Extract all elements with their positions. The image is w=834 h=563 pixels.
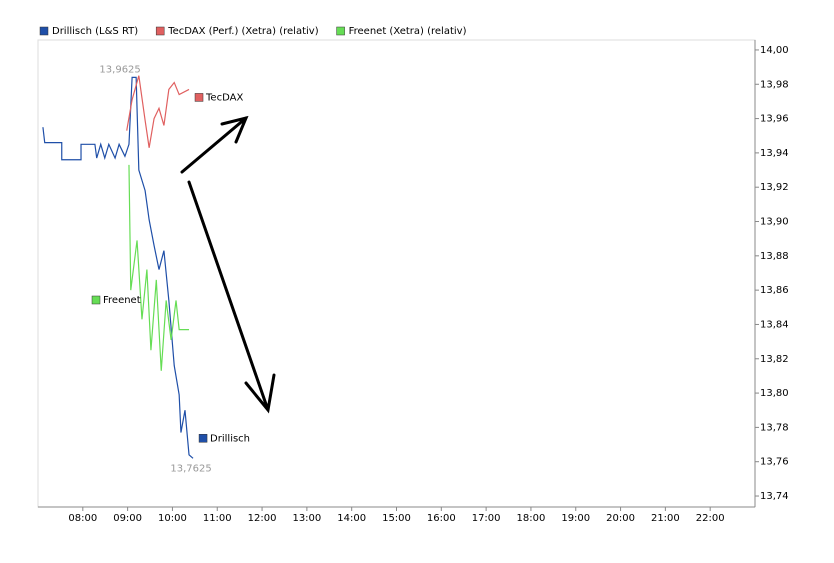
x-tick-label: 18:00 [517, 513, 546, 524]
annotation: 13,7625 [170, 463, 211, 474]
x-tick-label: 22:00 [696, 513, 725, 524]
x-tick-label: 20:00 [606, 513, 635, 524]
x-tick-label: 08:00 [68, 513, 97, 524]
y-tick-label: 13,82 [760, 354, 789, 365]
y-tick-label: 13,86 [760, 285, 789, 296]
y-tick-label: 13,92 [760, 182, 789, 193]
x-tick-label: 14:00 [337, 513, 366, 524]
legend-swatch [155, 26, 165, 36]
arrow-up [180, 115, 249, 174]
x-tick-label: 19:00 [561, 513, 590, 524]
legend-label: Drillisch (L&S RT) [52, 26, 138, 37]
y-tick-label: 13,88 [760, 251, 789, 262]
plot-area [37, 39, 756, 508]
arrows [180, 115, 276, 414]
legend-swatch [336, 26, 345, 36]
y-tick-label: 13,78 [760, 422, 789, 433]
arrow-down [187, 180, 276, 414]
y-tick-label: 13,76 [760, 457, 789, 468]
x-tick-label: 15:00 [382, 513, 411, 524]
legend-label: Freenet (Xetra) (relativ) [349, 26, 467, 37]
x-tick-label: 11:00 [203, 513, 232, 524]
y-tick-label: 13,96 [760, 114, 789, 125]
series-label: TecDAX [205, 92, 243, 103]
y-tick-label: 13,94 [760, 148, 789, 159]
y-tick-label: 13,84 [760, 319, 789, 330]
series-label-swatch [198, 434, 208, 443]
y-tick-label: 13,98 [760, 79, 789, 90]
x-tick-label: 10:00 [158, 513, 187, 524]
legend-label: TecDAX (Perf.) (Xetra) (relativ) [167, 26, 319, 37]
series-label: Drillisch [210, 433, 250, 444]
x-tick-label: 12:00 [248, 513, 277, 524]
series-label-swatch [194, 93, 204, 102]
x-tick-label: 17:00 [472, 513, 501, 524]
x-tick-label: 21:00 [651, 513, 680, 524]
y-tick-label: 13,74 [760, 491, 789, 502]
legend-swatch [39, 26, 49, 36]
series-line [128, 164, 190, 371]
x-tick-label: 09:00 [113, 513, 142, 524]
y-tick-label: 13,80 [760, 388, 789, 399]
x-tick-label: 13:00 [292, 513, 321, 524]
y-tick-label: 14,00 [760, 45, 789, 56]
series-label-swatch [91, 295, 101, 305]
annotation: 13,9625 [99, 64, 140, 75]
series-label: Freenet [103, 295, 141, 306]
x-tick-label: 16:00 [427, 513, 456, 524]
series-line [126, 75, 190, 148]
y-tick-label: 13,90 [760, 217, 789, 228]
